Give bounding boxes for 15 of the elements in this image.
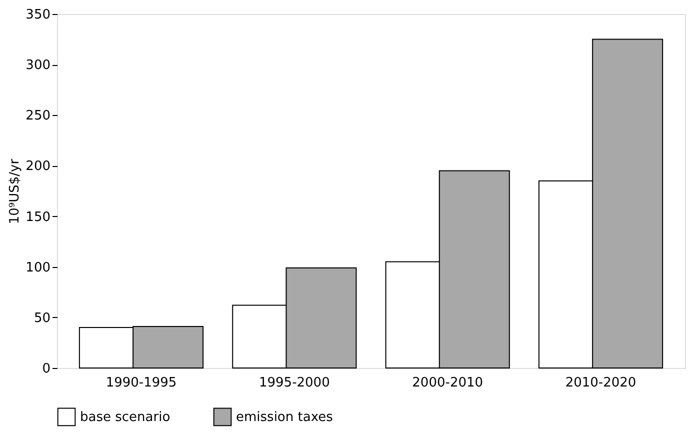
y-axis-title: 10⁹US$/yr xyxy=(8,158,23,224)
y-tick-label: 250 xyxy=(26,108,50,124)
y-tick-label: 300 xyxy=(26,58,50,74)
x-tick-label: 2010-2020 xyxy=(565,376,636,390)
y-tick-label: 50 xyxy=(34,310,50,326)
x-tick-label: 1990-1995 xyxy=(106,376,177,390)
y-tick-label: 200 xyxy=(26,159,50,174)
x-tick-label: 2000-2010 xyxy=(412,376,484,390)
y-tick-label: 0 xyxy=(42,362,50,376)
y-tick-label: 350 xyxy=(26,8,50,22)
y-tick-label: 150 xyxy=(26,210,50,225)
legend-label: base scenario xyxy=(80,410,170,425)
x-tick-label: 1995-2000 xyxy=(258,376,330,390)
legend-label: emission taxes xyxy=(236,410,334,425)
y-tick-label: 100 xyxy=(26,260,50,276)
